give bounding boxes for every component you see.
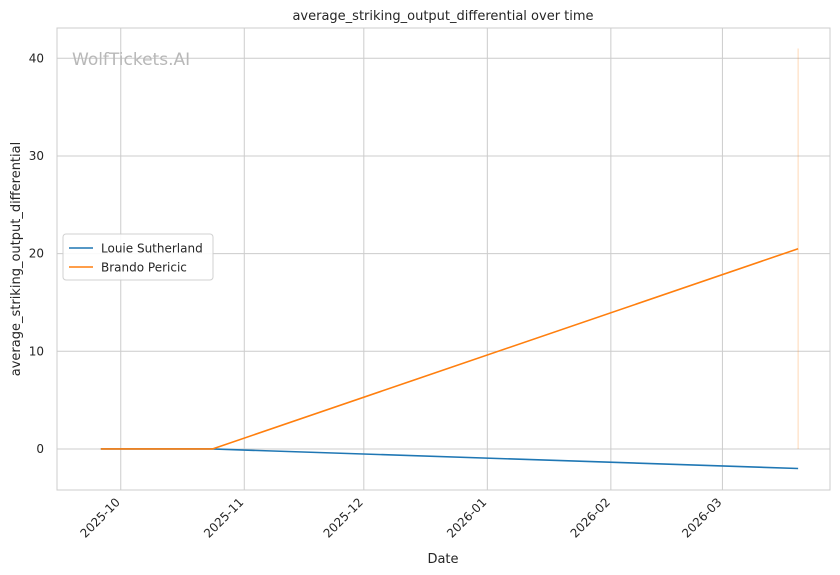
- x-tick-label-2025-12: 2025-12: [321, 495, 366, 540]
- x-tick-label-2026-03: 2026-03: [679, 495, 724, 540]
- x-gridlines: [120, 28, 723, 490]
- y-tick-label-20: 20: [29, 247, 44, 261]
- series-lines: [100, 247, 799, 470]
- series-line-brando-pericic: [100, 247, 799, 450]
- y-axis-label: average_striking_output_differential: [9, 142, 24, 376]
- x-axis-label: Date: [427, 552, 458, 567]
- y-tick-label-0: 0: [36, 442, 44, 456]
- legend: Louie Sutherland Brando Pericic: [62, 233, 214, 281]
- x-tick-labels: 2025-10 2025-11 2025-12 2026-01 2026-02 2026-…: [78, 495, 725, 540]
- y-tick-label-30: 30: [29, 149, 44, 163]
- x-tick-label-2026-02: 2026-02: [568, 495, 613, 540]
- y-tick-labels: 0 10 20 30 40: [29, 51, 44, 456]
- y-tick-label-10: 10: [29, 344, 44, 358]
- x-tick-label-2025-11: 2025-11: [201, 495, 246, 540]
- watermark: WolfTickets.AI: [72, 50, 190, 70]
- legend-label-louie-sutherland: Louie Sutherland: [101, 242, 203, 256]
- x-tick-label-2026-01: 2026-01: [444, 495, 489, 540]
- y-tick-label-40: 40: [29, 51, 44, 65]
- chart-title: average_striking_output_differential ove…: [292, 9, 593, 24]
- x-tick-label-2025-10: 2025-10: [78, 495, 123, 540]
- legend-label-brando-pericic: Brando Pericic: [101, 261, 187, 275]
- legend-box: [62, 233, 214, 281]
